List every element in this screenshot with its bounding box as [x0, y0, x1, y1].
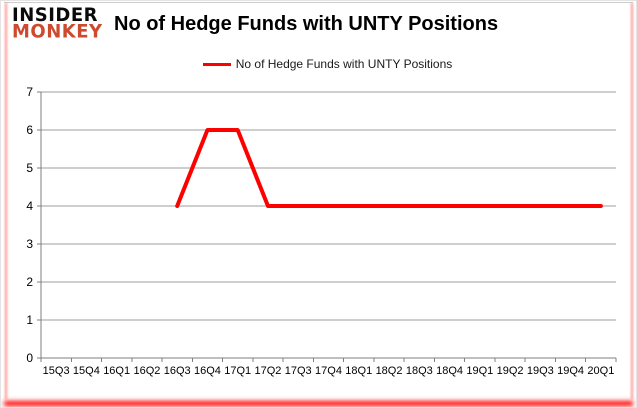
x-axis-label: 19Q2 — [497, 365, 524, 377]
x-axis-label: 16Q3 — [164, 365, 191, 377]
chart-svg: 0 1 2 3 4 5 6 7 15Q3 15Q4 16Q1 16Q2 16Q3 16Q4 17Q1 17Q2… — [26, 85, 617, 377]
y-axis-label: 0 — [26, 351, 33, 365]
x-axis-label: 18Q4 — [436, 365, 463, 377]
x-axis-label: 16Q4 — [194, 365, 221, 377]
frame-glow-top — [4, 2, 633, 3]
data-series-line — [175, 128, 603, 208]
y-axis-label: 2 — [26, 275, 33, 289]
x-axis-label: 18Q1 — [345, 365, 372, 377]
x-axis-label: 19Q1 — [466, 365, 493, 377]
x-axis-label: 16Q1 — [103, 365, 130, 377]
x-axis-label: 17Q4 — [315, 365, 342, 377]
x-axis-label: 19Q3 — [527, 365, 554, 377]
y-axis-label: 4 — [26, 199, 33, 213]
x-axis-label: 15Q3 — [43, 365, 70, 377]
x-axis-label: 15Q4 — [73, 365, 100, 377]
x-axis-label: 20Q1 — [587, 365, 614, 377]
insider-monkey-logo: INSIDER MONKEY — [12, 4, 103, 43]
frame-glow-bottom — [4, 401, 633, 406]
x-axis-label: 17Q1 — [224, 365, 251, 377]
legend: No of Hedge Funds with UNTY Positions — [41, 57, 614, 71]
y-axis-label: 6 — [26, 123, 33, 137]
legend-line-swatch — [202, 62, 231, 66]
y-axis-label: 1 — [26, 313, 33, 327]
y-axis-label: 3 — [26, 237, 33, 251]
x-axis-label: 18Q3 — [406, 365, 433, 377]
page-title: No of Hedge Funds with UNTY Positions — [114, 13, 499, 35]
x-axis-label: 17Q3 — [285, 365, 312, 377]
x-axis-label: 17Q2 — [255, 365, 282, 377]
y-axis-label: 7 — [26, 85, 33, 99]
y-axis-label: 5 — [26, 161, 33, 175]
x-axis-label: 18Q2 — [376, 365, 403, 377]
x-axis-label: 19Q4 — [557, 365, 584, 377]
logo-insider-text: INSIDER — [12, 4, 99, 27]
logo-monkey-text: MONKEY — [12, 20, 103, 43]
legend-label: No of Hedge Funds with UNTY Positions — [235, 57, 453, 71]
x-axis-label: 16Q2 — [133, 365, 160, 377]
